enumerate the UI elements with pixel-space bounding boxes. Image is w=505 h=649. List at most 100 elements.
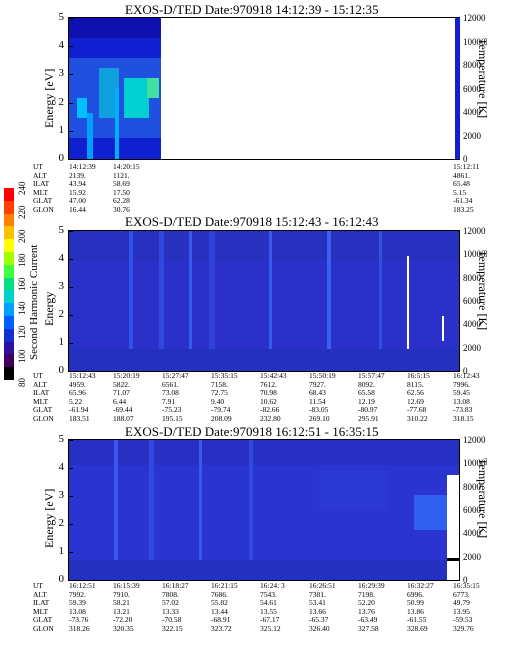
y-tick-mark [69,524,73,525]
table-cell: -67.17 [260,615,280,625]
table-row-label: UT [33,371,43,380]
table-cell: 16.44 [69,205,86,214]
y-tick-label: 5 [58,224,65,236]
y-tick-label: 4 [58,39,65,52]
colorbar-segment [4,316,14,330]
table-cell: 318.26 [69,624,90,633]
table-cell: 16:5:15 [407,371,430,380]
table-cell: 326.40 [309,624,330,633]
table-cell: 188.07 [113,414,134,423]
y-tick-mark [69,74,73,76]
table-cell: 269.10 [309,414,330,423]
temperature-tick-label: 10000 [463,36,486,47]
temperature-tick-label: 2000 [463,551,481,562]
y-tick-label: 0 [58,364,65,376]
panel1-temperature-strip [455,18,460,159]
temperature-tick-label: 2000 [463,342,481,353]
table-cell: 68.43 [309,388,326,398]
table-cell: 7996. [453,379,470,389]
table-cell: 13.08 [69,606,86,616]
table-cell: 65.58 [358,388,375,398]
temperature-tick-label: 12000 [463,13,486,23]
table-row-label: GLAT [33,196,53,206]
y-tick-mark [69,580,73,581]
table-cell: 6996. [407,589,424,599]
table-cell: 17.50 [113,187,130,197]
table-cell: 6561. [162,379,179,389]
panel3-y-label: Energy [eV] [42,488,56,548]
table-cell: 13.95 [453,606,470,616]
temperature-tick-label: 6000 [463,83,481,94]
table-cell: -77.68 [407,405,427,415]
table-cell: 13.66 [309,606,326,616]
table-cell: 58.21 [113,598,130,608]
table-cell: -61.34 [453,196,473,206]
table-cell: -83.05 [309,405,329,415]
temperature-tick-label: 0 [463,154,468,164]
table-cell: 6.44 [113,396,127,406]
table-cell: 62.56 [407,388,424,398]
temperature-tick-label: 0 [463,575,468,585]
table-cell: 7.91 [162,396,176,406]
panel2-spectrogram [69,231,459,371]
table-cell: 72.75 [211,388,228,398]
colorbar-segment [4,264,14,279]
table-cell: 7808. [162,589,179,599]
y-tick-label: 1 [58,123,65,136]
colorbar-tick-label: 220 [17,205,27,220]
colorbar-tick-label: 140 [17,301,27,316]
table-cell: -70.58 [162,615,182,625]
table-cell: 5.22 [69,396,83,406]
table-cell: 16:12:51 [69,581,96,590]
temperature-tick-label: 4000 [463,528,481,539]
temperature-tick-label: 0 [463,366,468,376]
table-cell: 16:32:27 [407,581,434,590]
table-cell: 6773. [453,589,470,599]
y-tick-mark [69,343,73,344]
panel1-spectrogram [69,18,459,159]
table-cell: 16:29:39 [358,581,385,590]
temperature-tick-label: 6000 [463,296,481,306]
y-tick-mark [69,259,73,260]
table-cell: 16:12:43 [453,371,480,380]
table-cell: 7198. [358,589,375,599]
table-cell: 12.69 [407,396,424,406]
table-cell: 53.41 [309,598,326,608]
table-cell: 15:35:15 [211,371,238,380]
colorbar-segment [4,277,14,291]
table-row-label: ALT [33,170,47,180]
table-cell: 232.80 [260,414,281,423]
table-cell: 16:35:15 [453,581,480,590]
table-cell: 7910. [113,589,130,599]
y-tick-mark [69,18,73,19]
table-cell: -82.66 [260,405,280,415]
table-row-label: MLT [33,606,49,616]
table-cell: 15:57:47 [358,371,385,380]
table-cell: 16:26:51 [309,581,336,590]
colorbar-segment [4,328,14,343]
table-row-label: MLT [33,187,49,197]
y-tick-mark [69,496,73,497]
colorbar-tick-label: 200 [17,229,27,244]
table-cell: -79.74 [211,405,231,415]
table-cell: 7992. [69,589,86,599]
temperature-tick-label: 6000 [463,505,481,515]
y-tick-mark [69,552,73,553]
temperature-tick-label: 2000 [463,130,481,141]
table-cell: 73.08 [162,388,179,398]
temperature-tick-label: 4000 [463,107,481,117]
y-tick-mark [69,231,73,232]
table-cell: 43.94 [69,179,86,189]
table-cell: 2139. [69,170,86,180]
table-cell: 295.91 [358,414,379,423]
table-cell: 14:12:39 [69,162,96,171]
table-cell: 65.48 [453,179,470,189]
panel3-spectrogram [69,440,459,580]
table-cell: 9.40 [211,396,225,406]
table-cell: 15:42:43 [260,371,287,380]
y-tick-label: 3 [58,67,65,80]
table-row-label: GLON [33,624,54,633]
table-cell: 15:27:47 [162,371,189,380]
panel1-y-label: Energy [eV] [42,68,56,128]
table-cell: 15:20:19 [113,371,140,380]
